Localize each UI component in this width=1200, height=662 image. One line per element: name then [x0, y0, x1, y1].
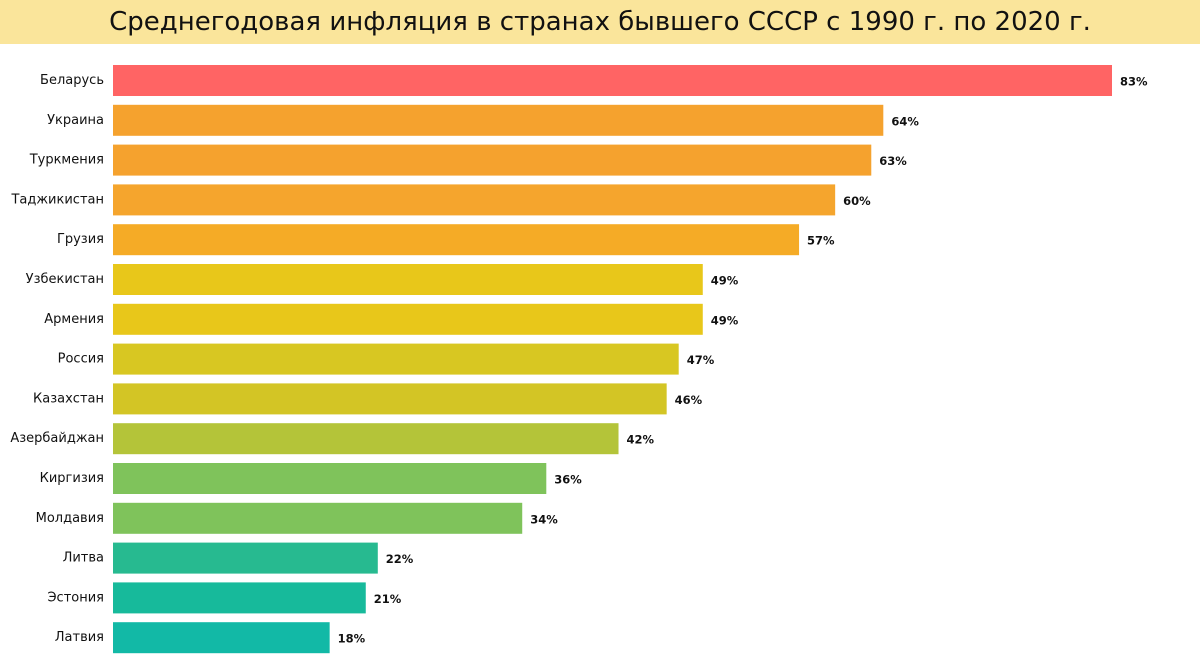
- value-label: 83%: [1120, 75, 1148, 89]
- category-label: Украина: [47, 113, 104, 128]
- bar: [113, 224, 800, 256]
- value-label: 21%: [374, 592, 402, 606]
- value-label: 49%: [711, 313, 739, 327]
- category-label: Туркмения: [29, 153, 104, 168]
- value-label: 22%: [386, 552, 414, 566]
- value-label: 64%: [891, 114, 919, 128]
- bars-group: Беларусь 83% Украина 64% Туркмения 63% Таджики…: [10, 65, 1148, 654]
- bar: [113, 423, 619, 455]
- category-label: Армения: [44, 312, 104, 327]
- value-label: 34%: [530, 512, 558, 526]
- value-label: 46%: [675, 393, 703, 407]
- category-label: Латвия: [55, 630, 104, 645]
- value-label: 60%: [843, 194, 871, 208]
- bar: [113, 542, 378, 574]
- bar: [113, 582, 366, 614]
- value-label: 49%: [711, 274, 739, 288]
- category-label: Беларусь: [40, 73, 104, 88]
- category-label: Молдавия: [36, 511, 104, 526]
- bar: [113, 144, 872, 176]
- bar: [113, 184, 836, 216]
- bar: [113, 463, 547, 494]
- bar: [113, 343, 679, 375]
- bar: [113, 502, 523, 534]
- category-label: Узбекистан: [26, 272, 104, 287]
- value-label: 57%: [807, 234, 835, 248]
- bar: [113, 264, 703, 295]
- value-label: 63%: [879, 154, 907, 168]
- bar: [113, 65, 1112, 96]
- category-label: Казахстан: [33, 391, 104, 406]
- bar: [113, 303, 703, 335]
- category-label: Литва: [63, 551, 104, 566]
- value-label: 42%: [627, 433, 655, 447]
- category-label: Россия: [58, 352, 104, 367]
- bar: [113, 622, 330, 654]
- bar: [113, 104, 884, 136]
- category-label: Таджикистан: [10, 192, 104, 207]
- category-label: Грузия: [57, 232, 104, 247]
- title-bar: Среднегодовая инфляция в странах бывшего…: [0, 0, 1200, 44]
- chart-title: Среднегодовая инфляция в странах бывшего…: [109, 7, 1091, 37]
- category-label: Азербайджан: [10, 431, 104, 446]
- value-label: 36%: [554, 473, 582, 487]
- value-label: 47%: [687, 353, 715, 367]
- bar: [113, 383, 667, 415]
- category-label: Эстония: [47, 590, 104, 605]
- value-label: 18%: [338, 632, 366, 646]
- category-label: Киргизия: [40, 471, 104, 486]
